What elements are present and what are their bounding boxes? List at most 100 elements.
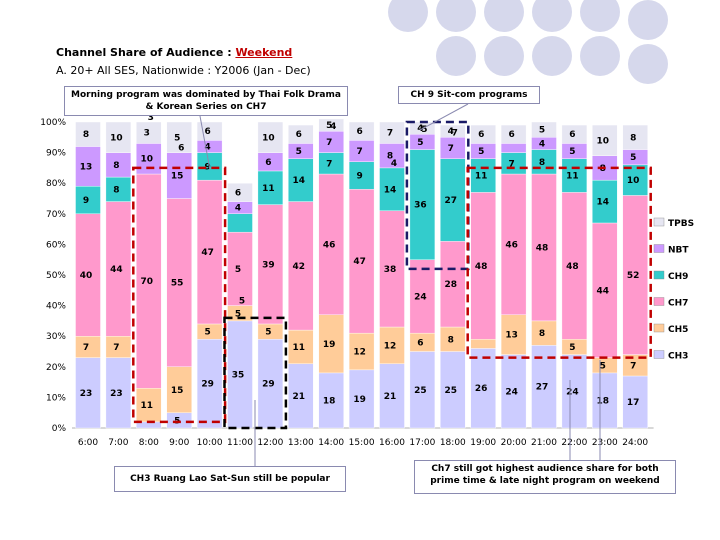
data-label-ch5: 7 <box>83 343 89 353</box>
data-label-ch7: 47 <box>353 257 366 267</box>
data-label-tpbs: 6 <box>569 130 575 140</box>
bar-ch9-12 <box>440 158 466 242</box>
data-label-ch9: 8 <box>539 158 545 168</box>
bar-nbt-3 <box>166 152 192 199</box>
data-label-ch5: 12 <box>353 348 366 358</box>
data-label-ch7: 44 <box>110 265 123 275</box>
data-label-ch9: 10 <box>627 176 640 186</box>
data-label-ch3: 21 <box>384 392 397 402</box>
data-label-ch5: 15 <box>171 386 184 396</box>
data-label-ch9: 36 <box>414 201 427 211</box>
callout-line-sitcom <box>419 103 469 131</box>
data-label-tpbs: 4 <box>417 124 423 134</box>
data-label-ch7: 52 <box>627 271 640 281</box>
bar-tpbs-14 <box>500 124 527 144</box>
data-label-ch5: 8 <box>448 335 454 345</box>
data-label-ch7: 48 <box>566 262 579 272</box>
data-label-tpbs: 10 <box>262 133 275 143</box>
legend-label-ch9: CH9 <box>668 272 688 282</box>
data-label-nbt: 7 <box>356 147 362 157</box>
x-tick-label: 7:00 <box>108 438 128 448</box>
bar-ch7-14 <box>500 173 527 315</box>
bar-ch7-12 <box>440 241 466 328</box>
decorative-circle <box>628 0 668 40</box>
data-label-tpbs: 8 <box>630 133 636 143</box>
x-tick-label: 15:00 <box>349 438 375 448</box>
legend-swatch-nbt <box>653 244 665 253</box>
bar-tpbs-3 <box>166 121 192 153</box>
extra-data-label: 4 <box>330 122 336 132</box>
bar-ch7-6 <box>257 204 284 325</box>
x-tick-label: 24:00 <box>622 438 648 448</box>
data-label-tpbs: 5 <box>539 126 545 136</box>
legend-swatch-ch3 <box>653 350 665 359</box>
callout-ruang-lao: CH3 Ruang Lao Sat-Sun still be popular <box>114 466 346 492</box>
legend-swatch-ch7 <box>653 297 665 306</box>
x-tick-label: 21:00 <box>531 438 557 448</box>
bar-ch3-10 <box>379 363 405 429</box>
bar-ch9-1 <box>105 176 132 202</box>
data-label-ch7: 47 <box>201 248 214 258</box>
bar-ch3-1 <box>105 357 132 429</box>
data-label-nbt: 5 <box>417 138 423 148</box>
bar-ch5-12 <box>440 326 466 352</box>
bar-ch9-6 <box>257 170 284 205</box>
y-tick-label: 60% <box>46 240 66 250</box>
bar-ch5-15 <box>531 320 557 346</box>
y-tick-label: 0% <box>52 424 67 434</box>
data-label-ch5: 7 <box>113 343 119 353</box>
bar-ch5-10 <box>379 326 405 364</box>
data-label-tpbs: 10 <box>110 133 123 143</box>
data-label-ch3: 24 <box>566 387 579 397</box>
x-tick-label: 13:00 <box>288 438 314 448</box>
data-label-ch9: 27 <box>445 196 458 206</box>
extra-data-label: 5 <box>239 297 245 307</box>
data-label-ch7: 24 <box>414 292 427 302</box>
legend-swatch-tpbs <box>653 217 665 227</box>
bar-nbt-0 <box>75 146 101 187</box>
decorative-circle <box>580 36 620 76</box>
legend-label-nbt: NBT <box>668 246 689 256</box>
bar-ch3-8 <box>318 372 344 429</box>
data-label-ch5: 19 <box>323 340 336 350</box>
bar-ch7-4 <box>196 179 223 325</box>
bar-tpbs-5 <box>227 182 253 202</box>
bar-ch3-0 <box>75 357 101 429</box>
bar-ch3-6 <box>257 339 284 429</box>
bar-tpbs-8 <box>318 118 344 132</box>
data-label-ch9: 9 <box>356 172 362 182</box>
decorative-circle <box>484 0 524 32</box>
data-label-ch3: 29 <box>201 380 214 390</box>
data-label-tpbs: 4 <box>448 127 454 137</box>
x-tick-label: 12:00 <box>257 438 283 448</box>
decorative-circle <box>484 36 524 76</box>
data-label-ch5: 5 <box>600 361 606 371</box>
legend-swatch-ch5 <box>653 323 665 333</box>
x-tick-label: 14:00 <box>318 438 344 448</box>
extra-data-label: 7 <box>452 128 458 138</box>
bar-ch3-5 <box>227 320 253 429</box>
data-label-tpbs: 5 <box>326 121 332 131</box>
bar-ch5-8 <box>318 314 344 374</box>
data-label-ch7: 39 <box>262 260 275 270</box>
decorative-circle <box>628 44 668 84</box>
bar-ch3-15 <box>531 345 557 429</box>
y-tick-label: 30% <box>46 332 66 342</box>
bar-ch7-17 <box>592 222 618 358</box>
bar-tpbs-15 <box>531 121 557 138</box>
data-label-tpbs: 6 <box>478 130 484 140</box>
data-label-nbt: 8 <box>113 161 119 171</box>
extra-data-label: 6 <box>178 144 184 154</box>
decorative-circle <box>532 36 572 76</box>
bar-ch9-0 <box>75 186 101 214</box>
bar-ch3-16 <box>561 354 588 429</box>
morning-ch7-box <box>132 166 227 424</box>
data-label-ch5: 6 <box>417 338 423 348</box>
data-label-tpbs: 8 <box>83 130 89 140</box>
bar-ch9-9 <box>348 161 375 190</box>
legend-label-ch5: CH5 <box>668 325 688 335</box>
data-label-tpbs: 6 <box>296 130 302 140</box>
bar-ch3-9 <box>348 369 375 429</box>
bar-tpbs-6 <box>257 121 284 153</box>
